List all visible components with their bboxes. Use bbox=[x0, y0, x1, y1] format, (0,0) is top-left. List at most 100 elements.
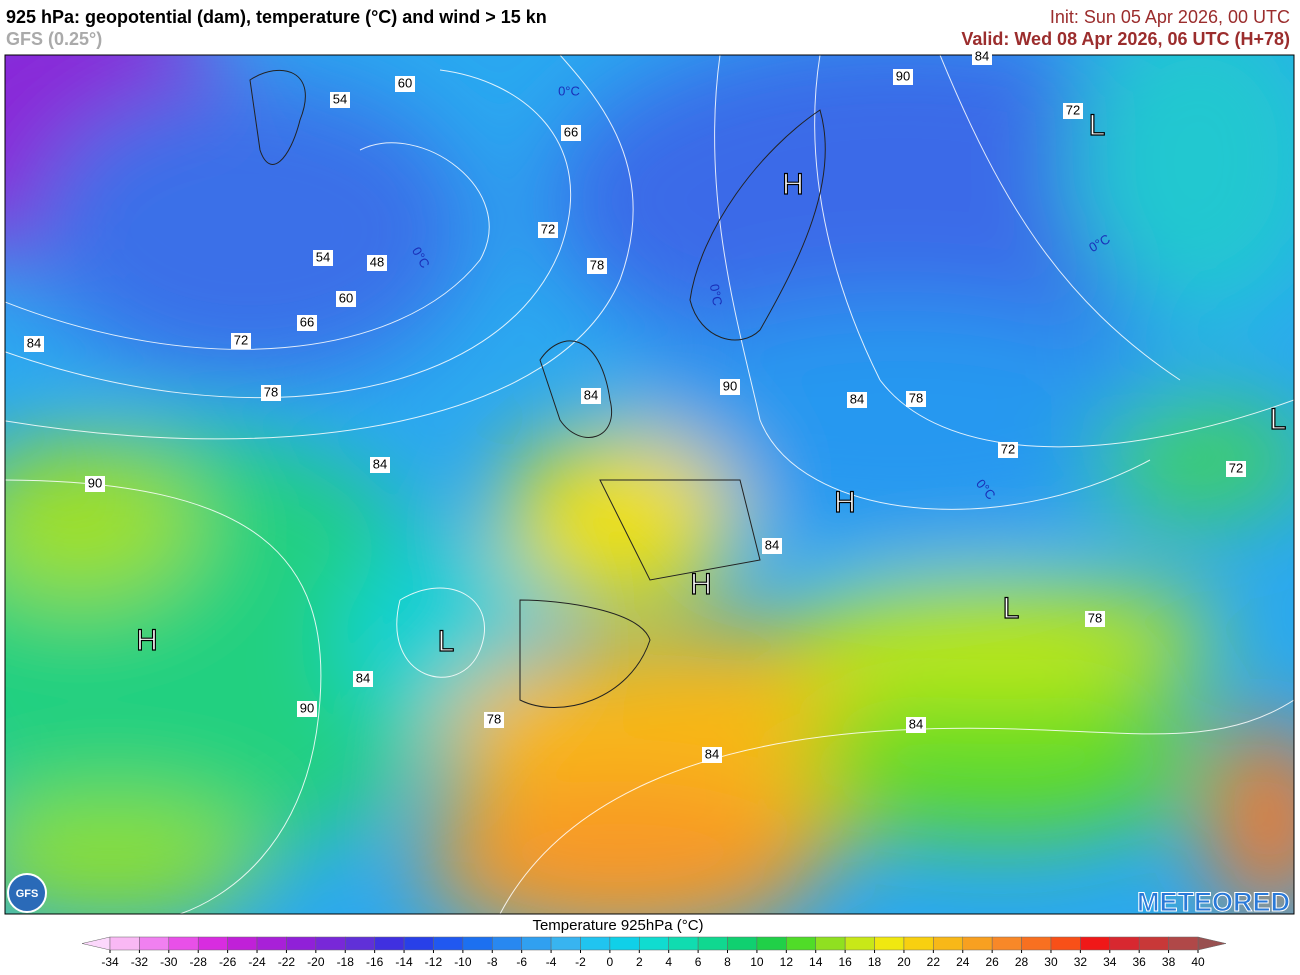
colorbar-swatch bbox=[433, 936, 464, 951]
colorbar-tick-label: 4 bbox=[665, 955, 672, 969]
colorbar-tick-label: 6 bbox=[695, 955, 702, 969]
isotherm-label: 0°C bbox=[558, 83, 580, 98]
contour-label-bg bbox=[1063, 103, 1083, 119]
colorbar-swatch bbox=[815, 936, 846, 951]
colorbar-tick-label: 38 bbox=[1162, 955, 1176, 969]
colorbar-swatch bbox=[786, 936, 816, 951]
colorbar: -34 -32 -30 -28 -26 -24 -22 -20 -18 -16 -14 -12 -10-… bbox=[81, 936, 1227, 969]
colorbar-swatch bbox=[1138, 936, 1169, 951]
colorbar-swatch bbox=[727, 936, 758, 951]
colorbar-tick-label: -10 bbox=[454, 955, 472, 969]
contour-label: 90 bbox=[896, 68, 910, 83]
contour-label: 84 bbox=[27, 335, 41, 350]
colorbar-tick-label: 20 bbox=[897, 955, 911, 969]
model: GFS (0.25°) bbox=[6, 29, 102, 49]
colorbar-swatch bbox=[580, 936, 611, 951]
colorbar-swatch bbox=[1109, 936, 1140, 951]
colorbar-tick-label: 2 bbox=[636, 955, 643, 969]
colorbar-tick-label: -8 bbox=[487, 955, 498, 969]
colorbar-tick-label: -26 bbox=[219, 955, 237, 969]
contour-label: 84 bbox=[975, 48, 989, 63]
contour-label-bg bbox=[581, 388, 601, 404]
contour-label: 72 bbox=[541, 221, 555, 236]
contour-label: 78 bbox=[909, 390, 923, 405]
contour-label: 72 bbox=[234, 332, 248, 347]
colorbar-tick-label: 36 bbox=[1133, 955, 1147, 969]
colorbar-tick-label: -14 bbox=[395, 955, 413, 969]
colorbar-tick-label: -24 bbox=[248, 955, 266, 969]
colorbar-swatch bbox=[139, 936, 170, 951]
colorbar-swatch bbox=[315, 936, 346, 951]
contour-label: 72 bbox=[1229, 460, 1243, 475]
colorbar-tick-label: 30 bbox=[1044, 955, 1058, 969]
colorbar-tick-label: -28 bbox=[190, 955, 208, 969]
colorbar-swatch bbox=[403, 936, 434, 951]
low-center: L bbox=[1089, 109, 1106, 142]
colorbar-swatch bbox=[609, 936, 640, 951]
contour-label: 54 bbox=[316, 249, 330, 264]
colorbar-swatch bbox=[286, 936, 317, 951]
contour-label-bg bbox=[297, 701, 317, 717]
colorbar-tick-label: 32 bbox=[1074, 955, 1088, 969]
contour-label-bg bbox=[1226, 461, 1246, 477]
colorbar-tick-label: 28 bbox=[1015, 955, 1029, 969]
contour-label-bg bbox=[906, 391, 926, 407]
colorbar-swatch bbox=[197, 936, 228, 951]
contour-label-bg bbox=[972, 49, 992, 65]
init-time: Init: Sun 05 Apr 2026, 00 UTC bbox=[1050, 7, 1290, 27]
contour-labels: 60 54 66 90 84 72 72 78 54 48 60 66 72 84 78 84 90 84 78 72… bbox=[24, 48, 1246, 763]
contour-label: 72 bbox=[1001, 441, 1015, 456]
colorbar-tick-label: 16 bbox=[838, 955, 852, 969]
colorbar-tick-label: 10 bbox=[750, 955, 764, 969]
colorbar-swatch bbox=[109, 936, 140, 951]
contour-label-bg bbox=[24, 336, 44, 352]
colorbar-swatch bbox=[962, 936, 993, 951]
contour-label-bg bbox=[847, 392, 867, 408]
title: 925 hPa: geopotential (dam), temperature… bbox=[6, 7, 547, 27]
colorbar-under bbox=[81, 936, 111, 951]
colorbar-swatch bbox=[903, 936, 934, 951]
colorbar-swatch bbox=[697, 936, 728, 951]
contour-label-bg bbox=[330, 92, 350, 108]
colorbar-swatch bbox=[168, 936, 199, 951]
map bbox=[5, 55, 1294, 914]
contour-label-bg bbox=[998, 442, 1018, 458]
colorbar-title: Temperature 925hPa (°C) bbox=[532, 917, 703, 934]
contour-label: 84 bbox=[850, 391, 864, 406]
colorbar-swatch bbox=[874, 936, 905, 951]
contour-label: 78 bbox=[264, 384, 278, 399]
contour-label-bg bbox=[720, 379, 740, 395]
colorbar-swatch bbox=[844, 936, 875, 951]
colorbar-tick-label: 12 bbox=[780, 955, 794, 969]
contour-label-bg bbox=[297, 315, 317, 331]
contour-label-bg bbox=[893, 69, 913, 85]
contour-label-bg bbox=[231, 333, 251, 349]
contour-label-bg bbox=[353, 671, 373, 687]
colorbar-swatch bbox=[933, 936, 964, 951]
contour-label: 66 bbox=[300, 314, 314, 329]
contour-label-bg bbox=[538, 222, 558, 238]
contour-label: 78 bbox=[1088, 610, 1102, 625]
colorbar-tick-label: -18 bbox=[337, 955, 355, 969]
colorbar-swatch bbox=[1080, 936, 1111, 951]
gfs-logo-text: GFS bbox=[16, 888, 39, 900]
colorbar-swatch bbox=[521, 936, 552, 951]
contour-label: 60 bbox=[398, 75, 412, 90]
colorbar-swatch bbox=[344, 936, 375, 951]
contour-label: 60 bbox=[339, 290, 353, 305]
colorbar-tick-label: -2 bbox=[575, 955, 586, 969]
colorbar-tick-label: 40 bbox=[1191, 955, 1205, 969]
isotherm-label: 0°C bbox=[707, 283, 726, 307]
colorbar-tick-label: -4 bbox=[546, 955, 557, 969]
low-center: L bbox=[438, 625, 455, 658]
contour-label: 66 bbox=[564, 124, 578, 139]
meteored-logo: METEORED bbox=[1137, 887, 1290, 917]
colorbar-swatch bbox=[550, 936, 581, 951]
colorbar-swatch bbox=[462, 936, 493, 951]
high-center: H bbox=[834, 486, 856, 519]
contour-label: 48 bbox=[370, 254, 384, 269]
contour-label: 90 bbox=[723, 378, 737, 393]
valid-time: Valid: Wed 08 Apr 2026, 06 UTC (H+78) bbox=[961, 29, 1290, 49]
contour-label: 84 bbox=[356, 670, 370, 685]
